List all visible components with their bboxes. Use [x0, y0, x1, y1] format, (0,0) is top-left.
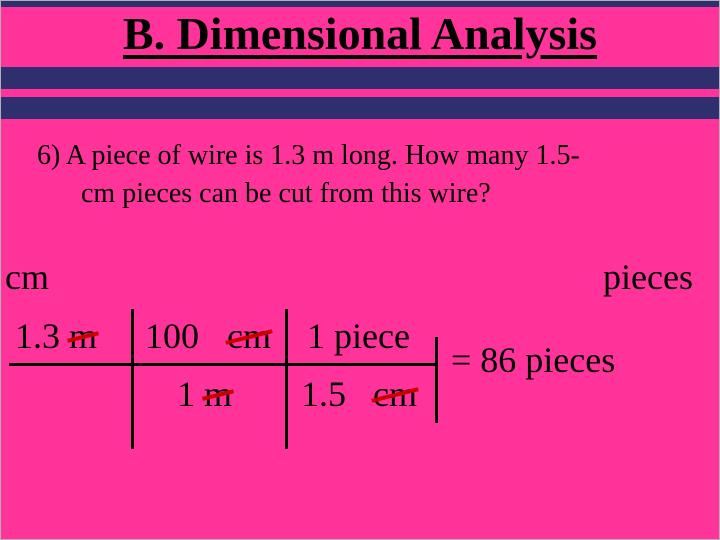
slide: B. Dimensional Analysis 6) A piece of wi… [0, 0, 720, 540]
title-bar: B. Dimensional Analysis [1, 1, 719, 119]
strike-m-1: m [69, 315, 97, 357]
stripe-2 [1, 67, 719, 89]
cell-2-top-unit: cm [227, 315, 271, 357]
vline-1 [131, 309, 134, 449]
strike-m-2: m [204, 373, 232, 415]
cell-2-top-num: 100 [145, 315, 199, 357]
cell-3-top: 1 piece [307, 315, 410, 357]
cell-2-bot: 1 m [177, 373, 232, 415]
cell-2-bot-val: 1 [177, 374, 195, 414]
strike-cm-2: cm [373, 373, 417, 415]
problem-line-2: cm pieces can be cut from this wire? [81, 178, 491, 209]
fraction-bar [9, 363, 435, 366]
unit-right: pieces [603, 256, 693, 298]
vline-3 [435, 337, 438, 423]
conversion-area: 1.3 m 100 cm 1 m 1 piece 1.5 cm = 86 pie… [5, 309, 715, 489]
stripe-3 [1, 97, 719, 119]
cell-3-bot-num: 1.5 [301, 373, 346, 415]
cell-3-bot-unit: cm [373, 373, 417, 415]
result: = 86 pieces [451, 339, 615, 381]
slide-title: B. Dimensional Analysis [1, 7, 719, 60]
strike-cm-1: cm [227, 315, 271, 357]
problem-line-1: 6) A piece of wire is 1.3 m long. How ma… [37, 140, 580, 171]
vline-2 [285, 309, 288, 449]
cell-1-top-val: 1.3 [15, 316, 60, 356]
unit-left: cm [5, 256, 49, 298]
cell-1-top: 1.3 m [15, 315, 97, 357]
problem-text: 6) A piece of wire is 1.3 m long. How ma… [37, 137, 683, 213]
